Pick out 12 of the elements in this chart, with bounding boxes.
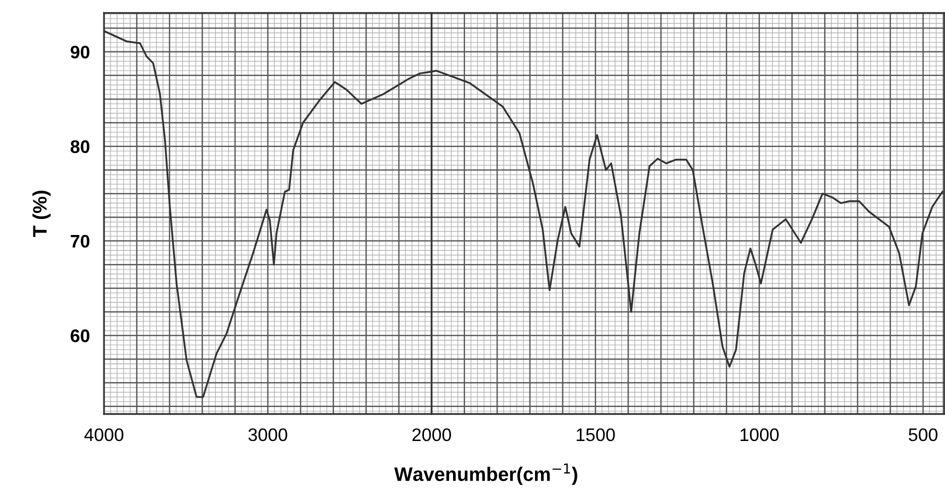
x-tick-label: 1000 <box>740 428 779 442</box>
y-axis-title: T (%) <box>32 190 51 238</box>
x-tick-label: 500 <box>908 428 938 442</box>
x-tick-label: 4000 <box>84 428 124 442</box>
x-axis-title: Wavenumber(cm$^{−1}$) <box>394 464 578 485</box>
y-tick-label: 70 <box>70 234 90 248</box>
y-tick-label: 80 <box>70 140 90 154</box>
x-tick-label: 1500 <box>576 428 615 442</box>
y-tick-label: 90 <box>70 46 90 58</box>
x-tick-label: 2000 <box>412 428 452 442</box>
y-tick-label: 60 <box>70 329 90 342</box>
x-tick-label: 3000 <box>248 428 288 442</box>
